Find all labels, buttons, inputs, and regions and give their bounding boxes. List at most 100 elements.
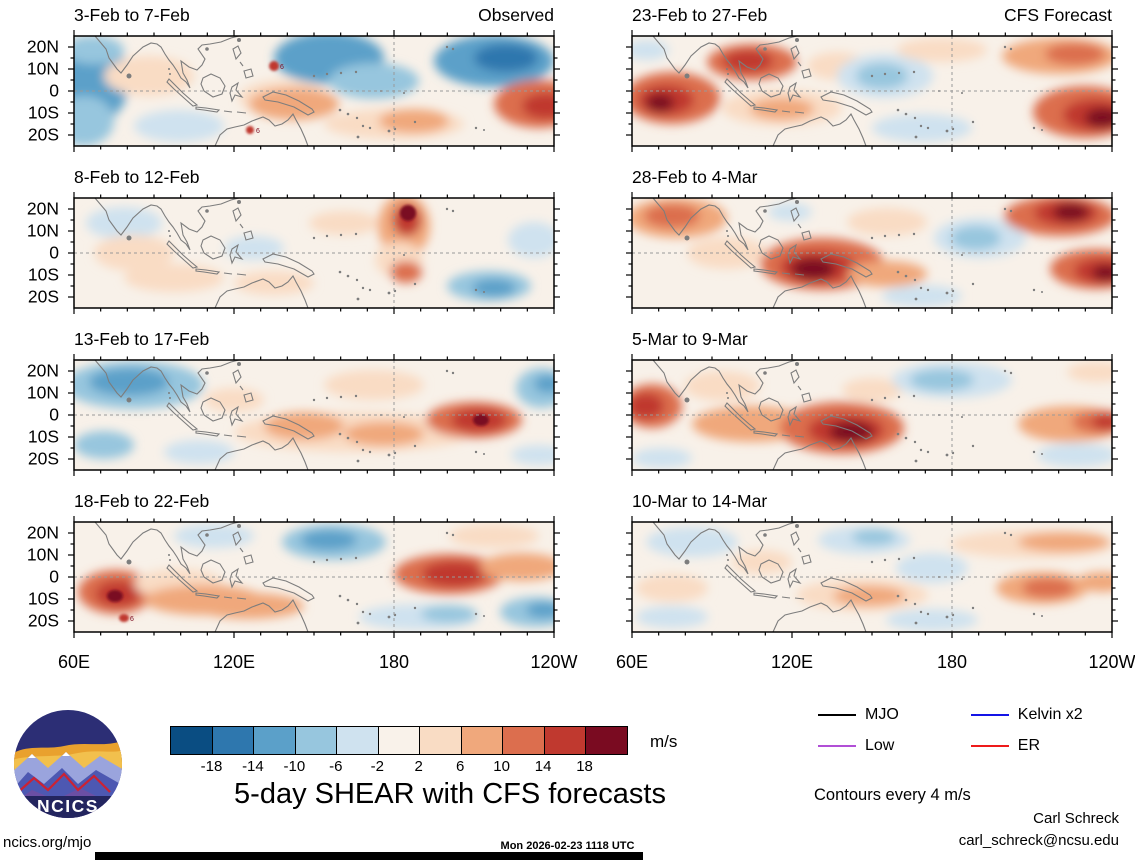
colorbar-tick-label: -10 — [283, 758, 306, 775]
panel: 23-Feb to 27-Feb CFS Forecast — [622, 4, 1124, 154]
lat-tick-label: 0 — [49, 404, 59, 425]
lat-tick-label: 10S — [27, 264, 59, 285]
colorbar-tick-label: -6 — [329, 758, 343, 775]
panel-title: 18-Feb to 22-Feb — [74, 491, 210, 511]
axis-ticks — [68, 30, 560, 152]
lat-tick-label: 20S — [27, 610, 59, 631]
lat-tick-label: 20S — [27, 286, 59, 307]
lon-tick-label: 180 — [378, 652, 410, 672]
bottom-bar — [95, 852, 643, 860]
coastlines — [652, 360, 1043, 470]
colorbar-labels: -18 -14 -10 -6 -2 2 6 10 14 18 — [170, 755, 628, 777]
svg-text:6: 6 — [130, 616, 134, 623]
lat-tick-label: 20S — [27, 448, 59, 469]
column-spacer — [566, 490, 622, 652]
colorbar-segment — [254, 727, 296, 754]
axis-ticks — [626, 30, 1118, 152]
lat-tick-label: 20N — [26, 198, 59, 219]
lat-tick-label: 20N — [26, 360, 59, 381]
colorbar-units: m/s — [650, 732, 678, 751]
credit-name: Carl Schreck — [1033, 810, 1119, 827]
colorbar-segment — [295, 727, 338, 754]
panel-title: 28-Feb to 4-Mar — [632, 167, 758, 187]
panel-title: 8-Feb to 12-Feb — [74, 167, 200, 187]
map-panel — [626, 30, 1118, 152]
column-spacer — [566, 4, 622, 166]
lon-tick-label: 60E — [57, 652, 91, 672]
panel-title: 3-Feb to 7-Feb — [74, 5, 190, 25]
lon-axis: 60E 120E 180 120W — [616, 652, 1135, 678]
site-link: ncics.org/mjo — [3, 834, 92, 851]
panel: 28-Feb to 4-Mar — [622, 166, 1124, 316]
lat-tick-label: 20N — [26, 36, 59, 57]
svg-text:6: 6 — [280, 64, 284, 71]
panel-subtitle: CFS Forecast — [1004, 5, 1112, 25]
axis-ticks — [626, 516, 1118, 638]
colorbar-segment — [544, 727, 587, 754]
lat-tick-label: 0 — [49, 242, 59, 263]
colorbar-segment — [171, 727, 213, 754]
axis-ticks — [626, 192, 1118, 314]
map-panel — [68, 192, 560, 314]
footer: NCICS -18 -14 -10 -6 -2 2 6 10 14 18 m/s 5-day SH… — [0, 680, 1135, 860]
panel-subtitle: Observed — [478, 5, 554, 25]
ncics-logo: NCICS — [12, 708, 124, 825]
panel-title: 10-Mar to 14-Mar — [632, 491, 768, 511]
legend-item: MJO — [818, 706, 899, 724]
coastlines — [652, 198, 1043, 308]
coastlines — [94, 360, 485, 470]
colorbar-tick-label: 10 — [493, 758, 510, 775]
figure-title: 5-day SHEAR with CFS forecasts — [234, 778, 666, 810]
legend-label: ER — [1017, 737, 1041, 754]
anomaly-field — [86, 198, 554, 301]
map-panel — [626, 192, 1118, 314]
axis-ticks — [68, 192, 560, 314]
colorbar-segment — [337, 727, 379, 754]
panel-header: 10-Mar to 14-Mar — [622, 490, 1124, 514]
map-panel: 66 — [68, 30, 560, 152]
lat-tick-label: 0 — [49, 566, 59, 587]
colorbar-tick-label: 18 — [576, 758, 593, 775]
legend-label: MJO — [865, 706, 899, 723]
colorbar-segment — [461, 727, 504, 754]
colorbar-tick-label: -18 — [200, 758, 223, 775]
lon-tick-label: 120E — [770, 652, 814, 672]
lat-tick-label: 20N — [26, 522, 59, 543]
contour-note: Contours every 4 m/s — [814, 786, 971, 804]
panel: 13-Feb to 17-Feb — [64, 328, 566, 478]
panel-header: 5-Mar to 9-Mar — [622, 328, 1124, 352]
panel-title: 5-Mar to 9-Mar — [632, 329, 748, 349]
legend-line-icon — [970, 713, 1009, 717]
lat-tick-label: 20S — [27, 124, 59, 145]
timestamp: Mon 2026-02-23 1118 UTC — [500, 840, 635, 852]
panel-header: 3-Feb to 7-Feb Observed — [64, 4, 566, 28]
panel-header: 23-Feb to 27-Feb CFS Forecast — [622, 4, 1124, 28]
panel: 8-Feb to 12-Feb — [64, 166, 566, 316]
lon-tick-label: 60E — [615, 652, 649, 672]
panels-grid: 20N 10N 0 10S 20S 3-Feb to 7-Feb Observed 6 6 23-… — [2, 4, 1135, 678]
anomaly-field — [632, 38, 1112, 142]
colorbar-tick-label: 2 — [414, 758, 423, 775]
legend-item: Low — [818, 737, 899, 755]
legend-line-icon — [970, 744, 1009, 748]
panel-header: 28-Feb to 4-Mar — [622, 166, 1124, 190]
lat-axis: 20N 10N 0 10S 20S — [2, 4, 64, 166]
anomaly-field — [74, 36, 554, 146]
lon-tick-label: 120W — [530, 652, 578, 672]
lat-tick-label: 10S — [27, 588, 59, 609]
colorbar-segment — [586, 727, 628, 754]
legend-item: Kelvin x2 — [970, 706, 1083, 724]
lat-tick-label: 10N — [26, 220, 59, 241]
legend: MJO Low Kelvin x2 ER — [818, 706, 1083, 755]
anomaly-field — [78, 524, 554, 630]
coastlines — [94, 522, 485, 632]
legend-line-icon — [818, 744, 856, 748]
colorbar-segment — [212, 727, 255, 754]
coastlines — [652, 522, 1043, 632]
lon-axis-gutter — [2, 652, 64, 678]
lon-tick-label: 120E — [212, 652, 256, 672]
column-spacer — [566, 328, 622, 490]
legend-label: Kelvin x2 — [1017, 706, 1083, 723]
panel-title: 23-Feb to 27-Feb — [632, 5, 768, 25]
panel: 10-Mar to 14-Mar — [622, 490, 1124, 640]
